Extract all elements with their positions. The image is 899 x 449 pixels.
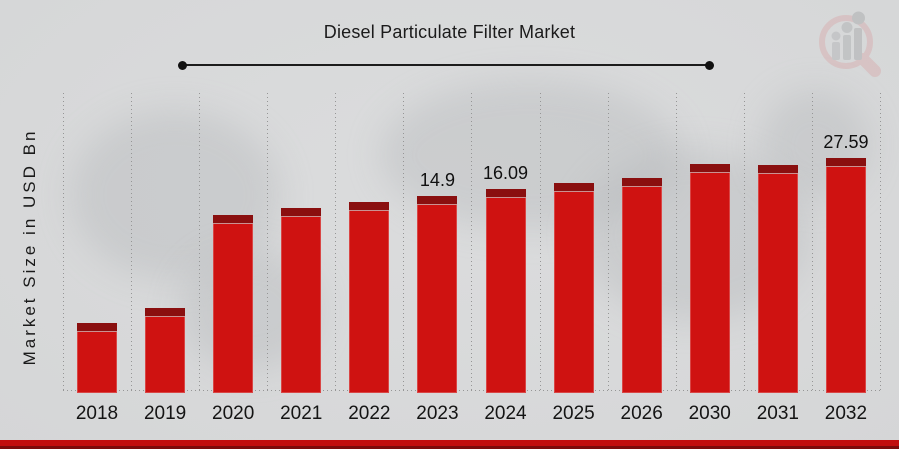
- bar-2020: [213, 215, 254, 393]
- bottom-accent-bar: [0, 440, 899, 449]
- bar-cap: [417, 196, 458, 205]
- bar-cap: [689, 164, 730, 173]
- x-tick-label: 2019: [143, 403, 187, 424]
- x-tick-label: 2023: [416, 403, 459, 424]
- bar-value-label: 14.9: [419, 170, 455, 190]
- bar-2022: [349, 202, 390, 393]
- bar-2026: [621, 178, 662, 393]
- bar-cap: [553, 183, 594, 192]
- bar-cap: [621, 178, 662, 187]
- bar-2024: [485, 189, 526, 393]
- gridline: [403, 93, 405, 390]
- bar-value-label: 27.59: [823, 132, 869, 152]
- magnifier-growth-chart-logo: [813, 6, 898, 91]
- x-tick-label: 2018: [75, 403, 119, 424]
- x-tick-label: 2030: [688, 403, 731, 424]
- bar-cap: [757, 165, 798, 174]
- bar-cap: [485, 189, 526, 198]
- x-tick-label: 2032: [824, 403, 868, 424]
- x-tick-label: 2031: [756, 403, 799, 424]
- x-tick-label: 2026: [620, 403, 663, 424]
- bar-2018: [77, 323, 118, 393]
- gridline: [471, 93, 473, 390]
- gridline: [335, 93, 337, 390]
- gridline: [743, 93, 745, 390]
- bar-cap: [349, 202, 390, 211]
- gridline: [539, 93, 541, 390]
- bar-2019: [145, 308, 186, 393]
- bar-value-label: 16.09: [483, 163, 529, 183]
- gridline: [131, 93, 133, 390]
- gridline: [607, 93, 609, 390]
- y-axis-label: Market Size in USD Bn: [20, 128, 39, 366]
- bar-2023: [417, 196, 458, 393]
- bar-cap: [825, 158, 866, 167]
- bar-cap: [77, 323, 118, 332]
- gridline: [675, 93, 677, 390]
- x-tick-label: 2025: [552, 403, 595, 424]
- bar-2032: [825, 158, 866, 393]
- x-tick-label: 2020: [212, 403, 255, 424]
- gridline: [199, 93, 201, 390]
- bar-cap: [213, 215, 254, 224]
- x-axis-baseline: [63, 390, 880, 391]
- bar-2031: [757, 165, 798, 393]
- chart-title: Diesel Particulate Filter Market: [323, 22, 576, 42]
- bar-2030: [689, 164, 730, 393]
- x-tick-label: 2022: [348, 403, 391, 424]
- gridline: [811, 93, 813, 390]
- gridline: [879, 93, 881, 390]
- underline-end-dot: [178, 60, 187, 70]
- bar-2021: [281, 208, 322, 393]
- bar-2025: [553, 183, 594, 393]
- gridline: [267, 93, 269, 390]
- bar-cap: [281, 208, 322, 217]
- x-tick-label: 2024: [484, 403, 527, 424]
- bar-cap: [145, 308, 186, 317]
- x-tick-label: 2021: [280, 403, 323, 424]
- underline-end-dot: [705, 60, 714, 70]
- gridline: [63, 93, 64, 390]
- title-underline: [178, 60, 714, 70]
